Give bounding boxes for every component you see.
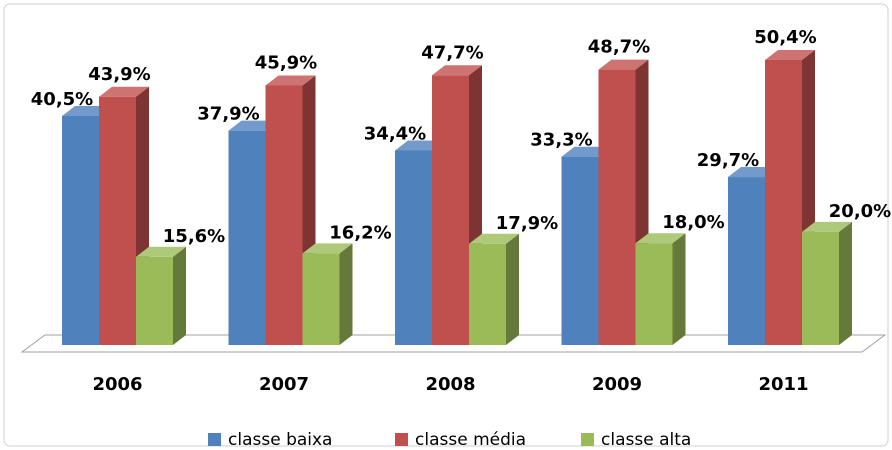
bar xyxy=(302,253,340,345)
bar-top xyxy=(598,59,649,70)
bar xyxy=(265,85,303,346)
bar xyxy=(635,243,673,345)
bar-side xyxy=(672,233,686,345)
bar-top xyxy=(265,75,316,86)
bar xyxy=(228,130,266,345)
data-label: 37,9% xyxy=(197,104,259,125)
legend-swatch xyxy=(581,433,594,446)
data-label: 17,9% xyxy=(496,213,558,234)
legend-label: classe baixa xyxy=(228,430,332,450)
bar-top xyxy=(99,86,149,97)
bar xyxy=(728,177,765,345)
data-label: 45,9% xyxy=(255,52,317,73)
bar xyxy=(99,96,136,345)
bar-top xyxy=(432,65,482,76)
bar-side xyxy=(839,221,852,345)
data-label: 29,7% xyxy=(697,150,759,171)
bar-top xyxy=(765,50,815,60)
bar xyxy=(598,69,636,345)
data-label: 16,2% xyxy=(329,222,391,243)
bar-side xyxy=(506,233,519,345)
x-tick-label: 2007 xyxy=(259,374,309,395)
x-tick-label: 2011 xyxy=(758,374,808,395)
x-tick-label: 2008 xyxy=(425,374,475,395)
data-label: 18,0% xyxy=(662,212,724,233)
bar-top xyxy=(635,233,686,244)
legend-swatch xyxy=(208,433,221,446)
data-label: 43,9% xyxy=(88,64,150,85)
bar xyxy=(469,243,506,345)
data-label: 40,5% xyxy=(31,89,93,110)
bar xyxy=(765,60,802,345)
legend-swatch xyxy=(395,433,408,446)
bar xyxy=(432,75,469,346)
bar-top xyxy=(302,243,353,254)
data-label: 33,3% xyxy=(530,130,592,151)
legend-label: classe alta xyxy=(601,430,691,450)
bar-side xyxy=(173,246,186,345)
bar xyxy=(136,256,173,345)
bar xyxy=(62,115,99,345)
bar xyxy=(395,150,432,345)
data-label: 50,4% xyxy=(754,27,816,48)
data-label: 34,4% xyxy=(364,123,426,144)
data-label: 48,7% xyxy=(588,37,650,58)
x-tick-label: 2009 xyxy=(592,374,642,395)
bar-top xyxy=(469,233,519,244)
legend-label: classe média xyxy=(415,430,526,450)
data-label: 15,6% xyxy=(163,226,225,247)
x-tick-label: 2006 xyxy=(92,374,142,395)
bar xyxy=(561,156,599,345)
bar-top xyxy=(802,221,852,232)
bar-side xyxy=(339,243,353,345)
data-label: 47,7% xyxy=(421,42,483,63)
bar-top xyxy=(136,246,186,257)
data-label: 20,0% xyxy=(829,201,891,222)
bar xyxy=(802,231,839,345)
